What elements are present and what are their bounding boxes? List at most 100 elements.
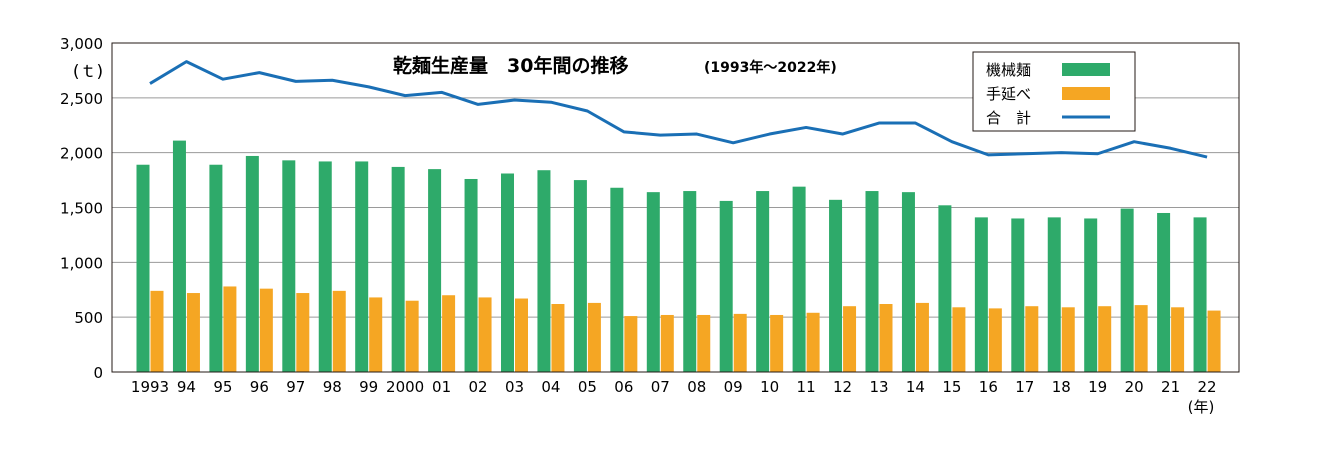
bar-machine [683,191,697,372]
x-tick-label: 2000 [386,378,424,396]
x-tick-label: 14 [906,378,925,396]
x-tick-label: 99 [359,378,378,396]
bar-machine [172,140,186,372]
bar-machine [501,173,514,372]
bar-machine [901,192,915,372]
bar-machine [865,191,879,372]
bar-machine [464,178,478,372]
x-tick-label: 96 [250,378,269,396]
bar-handmade [1207,310,1221,372]
bar-machine [355,161,369,372]
bar-handmade [1134,305,1148,372]
bar-handmade [1171,307,1185,372]
bar-handmade [332,290,346,372]
x-axis-label: (年) [1188,398,1215,416]
bar-machine [391,166,405,372]
bar-handmade [551,304,565,372]
legend: 機械麺 手延べ 合 計 [972,51,1136,132]
y-tick-label: 1,500 [60,200,103,218]
bar-machine [1011,218,1025,372]
bar-machine [537,170,551,372]
x-tick-label: 15 [942,378,961,396]
y-tick-label: 2,000 [60,145,103,163]
y-tick-label: 0 [93,364,103,382]
x-tick-label: 01 [432,378,451,396]
bar-handmade [369,297,383,372]
y-tick-label: 3,000 [60,35,103,53]
x-tick-label: 13 [869,378,888,396]
bar-machine [1120,208,1134,372]
bar-handmade [915,302,929,372]
bar-handmade [843,306,857,372]
x-tick-label: 05 [578,378,597,396]
x-tick-label: 17 [1015,378,1034,396]
bar-handmade [296,293,310,372]
bar-handmade [1098,306,1112,372]
bar-machine [610,187,624,372]
x-tick-label: 18 [1052,378,1071,396]
x-tick-label: 16 [979,378,998,396]
bar-machine [719,200,733,372]
bar-handmade [660,314,674,372]
bar-handmade [442,295,456,372]
x-tick-label: 98 [323,378,342,396]
bar-machine [318,161,332,372]
bar-handmade [150,290,164,372]
bar-handmade [1025,306,1039,372]
bar-machine [573,180,587,372]
x-tick-label: 12 [833,378,852,396]
x-tick-label: 19 [1088,378,1107,396]
bar-handmade [988,308,1002,372]
bar-machine [792,186,806,372]
x-tick-label: 06 [614,378,633,396]
y-tick-label: 500 [74,309,103,327]
bar-machine [1084,218,1098,372]
y-tick-labels: 0 500 1,000 1,500 2,000 2,500 3,000 [60,35,103,382]
bar-machine [245,155,259,372]
bar-machine [1157,212,1171,372]
chart-title: 乾麺生産量 30年間の推移 [393,54,628,77]
bar-machine [1193,217,1207,372]
legend-label-machine: 機械麺 [986,61,1031,79]
x-tick-label: 20 [1125,378,1144,396]
bar-machine [646,192,660,372]
bar-machine [938,205,952,372]
bar-handmade [223,286,237,372]
bar-handmade [186,293,200,372]
x-tick-label: 1993 [131,378,169,396]
bar-handmade [478,297,492,372]
x-tick-label: 10 [760,378,779,396]
x-tick-label: 97 [286,378,305,396]
x-tick-label: 03 [505,378,524,396]
legend-label-total: 合 計 [986,109,1031,127]
x-tick-labels: 1993 94 95 96 97 98 99 2000 01 02 03 04 05 06 07 08 09 10… [131,378,1217,396]
bar-handmade [624,316,638,372]
y-tick-label: 1,000 [60,254,103,272]
bar-handmade [587,302,601,372]
bar-handmade [405,300,419,372]
bar-handmade [515,298,528,372]
x-tick-label: 21 [1161,378,1180,396]
bar-machine [829,199,843,372]
bar-handmade [770,314,784,372]
bar-machine [428,169,442,372]
legend-swatch-machine [1062,63,1110,76]
bar-machine [136,164,150,372]
chart-subtitle: (1993年～2022年) [704,59,837,76]
bar-handmade [879,304,893,372]
bar-handmade [259,288,273,372]
bar-handmade [733,313,747,372]
bar-machine [756,191,770,372]
bar-machine [1047,217,1061,372]
x-tick-label: 09 [724,378,743,396]
x-tick-label: 11 [797,378,816,396]
x-tick-label: 07 [651,378,670,396]
y-axis-label: (ｔ) [73,62,103,82]
legend-swatch-handmade [1062,87,1110,100]
bar-handmade [806,312,820,372]
bar-machine [209,164,223,372]
x-tick-label: 95 [213,378,232,396]
y-tick-label: 2,500 [60,90,103,108]
x-tick-label: 94 [177,378,196,396]
